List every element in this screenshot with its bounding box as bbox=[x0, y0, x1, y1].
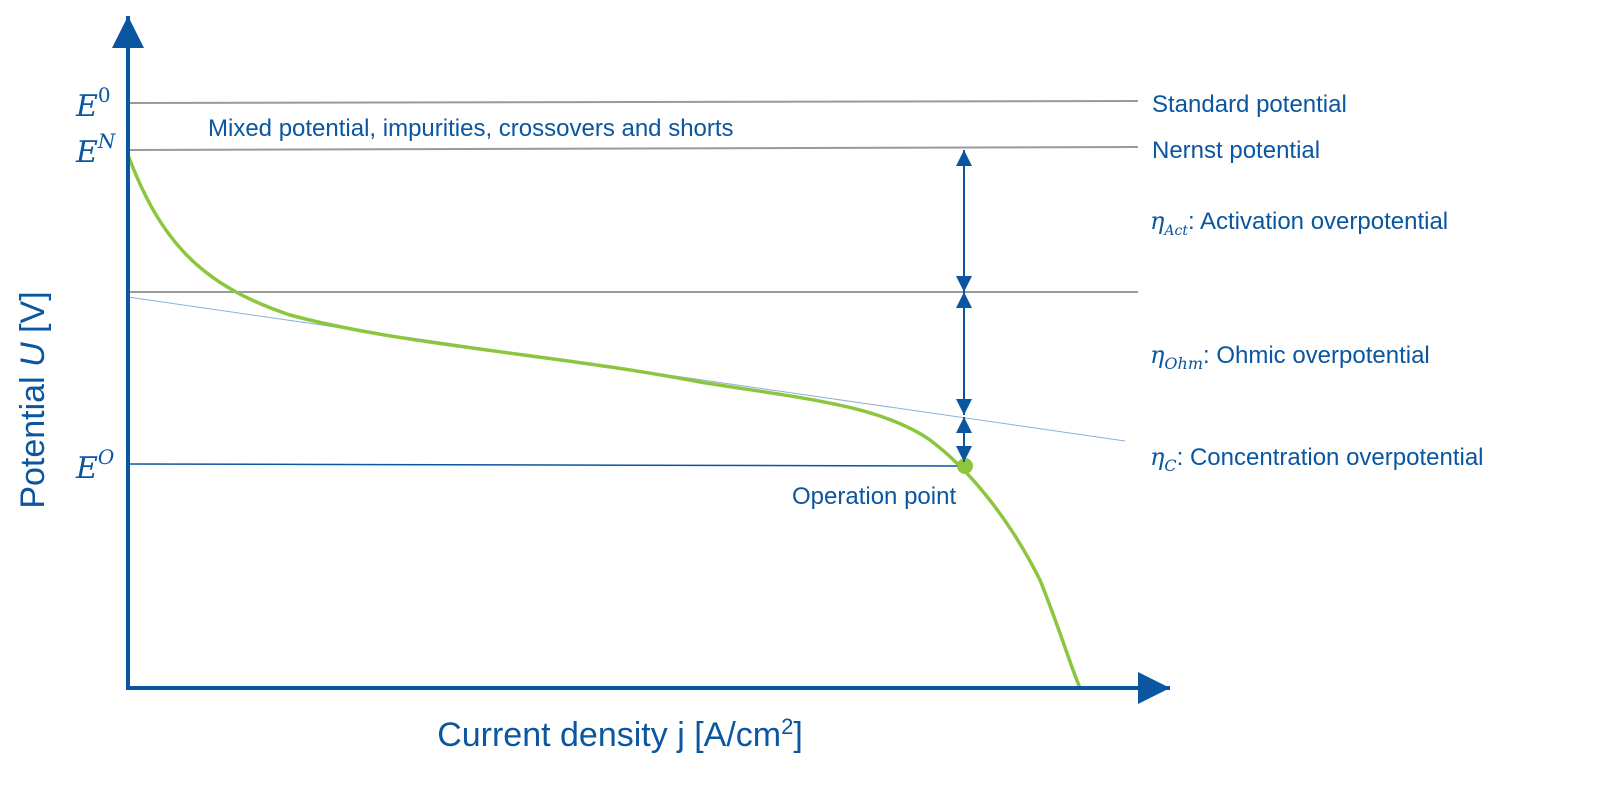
operation-annotation: Operation point bbox=[792, 483, 956, 510]
operation-point bbox=[957, 458, 973, 474]
operation-line bbox=[127, 463, 966, 467]
nernst-line bbox=[127, 146, 1139, 151]
x-axis-label: Current density j [A/cm2] bbox=[437, 714, 803, 754]
e0-label: E0 bbox=[75, 83, 111, 124]
en-label: EN bbox=[75, 129, 117, 170]
concentration-label: ηC: Concentration overpotential bbox=[1150, 443, 1484, 475]
mixed-annotation: Mixed potential, impurities, crossovers … bbox=[208, 115, 734, 142]
standard-label: Standard potential bbox=[1152, 91, 1347, 118]
y-axis-label: Potential U [V] bbox=[14, 291, 52, 508]
activation-label: ηAct: Activation overpotential bbox=[1150, 207, 1448, 239]
eo-label: EO bbox=[75, 445, 114, 486]
polarization-curve bbox=[126, 154, 1082, 689]
standard-line bbox=[127, 100, 1139, 104]
ohmic-label: ηOhm: Ohmic overpotential bbox=[1150, 341, 1430, 373]
nernst-label: Nernst potential bbox=[1152, 137, 1320, 164]
